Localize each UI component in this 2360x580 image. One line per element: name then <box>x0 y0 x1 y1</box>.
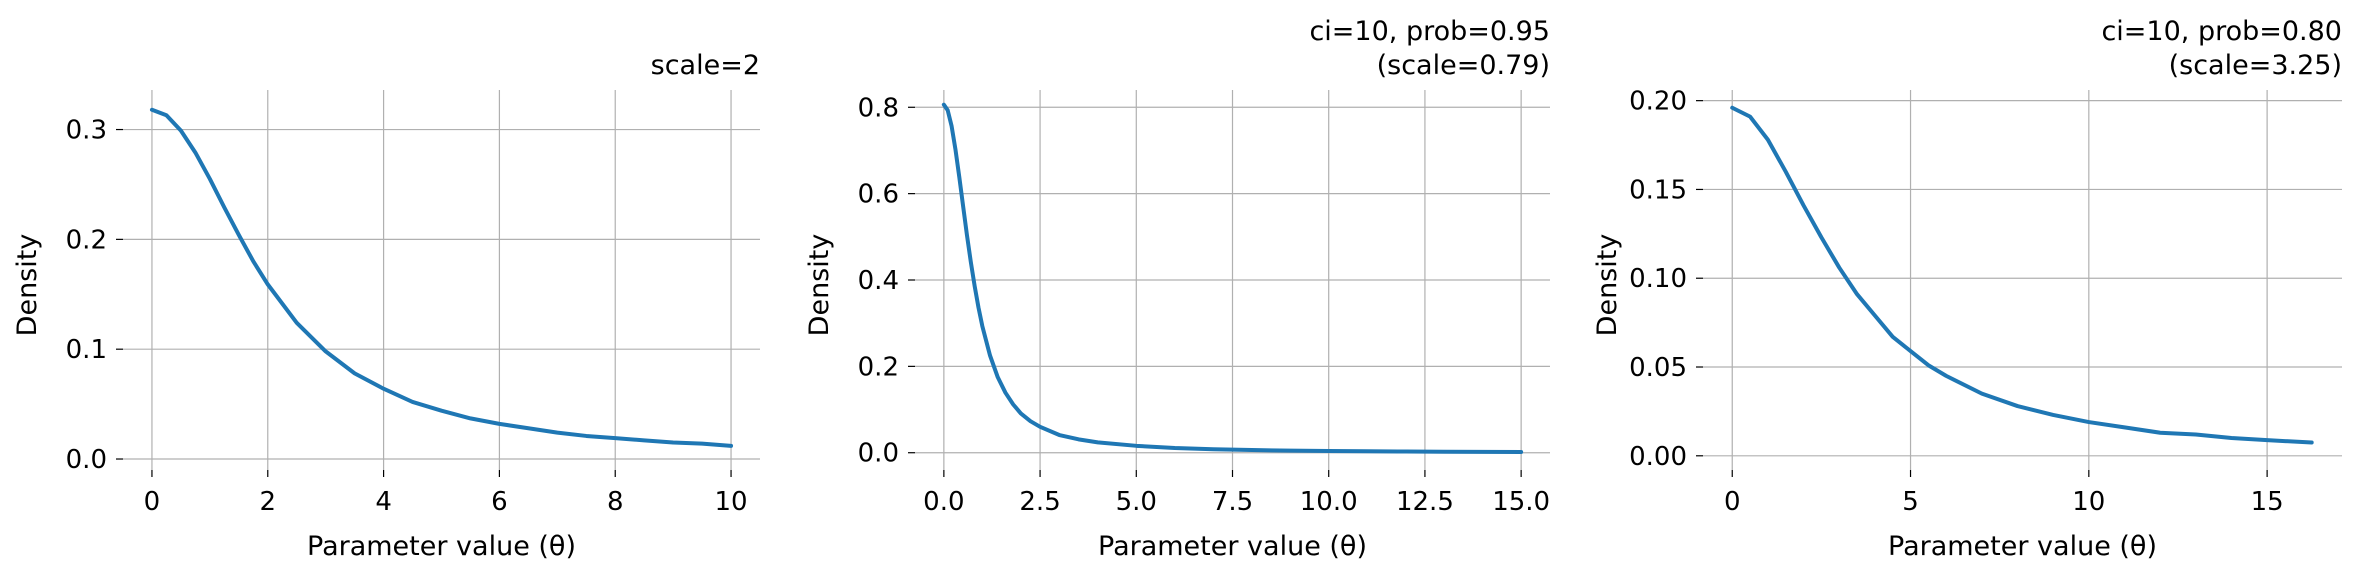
y-tick-label: 0.3 <box>66 116 107 146</box>
x-tick-label: 15.0 <box>1492 487 1550 517</box>
y-tick-label: 0.2 <box>858 352 899 382</box>
y-tick-label: 0.00 <box>1629 442 1687 472</box>
x-tick-label: 10 <box>714 487 747 517</box>
density-curve <box>941 102 1524 454</box>
chart-title: (scale=0.79) <box>1377 50 1550 81</box>
y-tick-label: 0.20 <box>1629 87 1687 117</box>
y-tick-label: 0.4 <box>858 266 899 296</box>
x-tick-label: 15 <box>2251 487 2284 517</box>
y-axis-label: Density <box>804 234 835 337</box>
x-tick-label: 8 <box>607 487 624 517</box>
chart-panel-1: 0 2 4 6 8 10 0.0 0.1 0.2 0.3 Parameter value (θ) De… <box>12 50 760 562</box>
x-tick-label: 0 <box>1724 487 1741 517</box>
y-tick-label: 0.05 <box>1629 353 1687 383</box>
x-tick-label: 6 <box>491 487 508 517</box>
y-tick-label: 0.0 <box>66 445 107 475</box>
chart-panel-2: 0.0 2.5 5.0 7.5 10.0 12.5 15.0 0.0 0.2 0.4 0.6 0.8 P… <box>804 16 1550 562</box>
y-tick-label: 0.8 <box>858 93 899 123</box>
y-axis-label: Density <box>1592 234 1623 337</box>
x-tick-label: 2.5 <box>1019 487 1060 517</box>
x-axis-label: Parameter value (θ) <box>1098 531 1367 562</box>
x-tick-label: 12.5 <box>1396 487 1454 517</box>
chart-title: (scale=3.25) <box>2169 50 2342 81</box>
y-axis-label: Density <box>12 234 43 337</box>
x-tick-label: 0 <box>144 487 161 517</box>
x-tick-label: 5 <box>1902 487 1919 517</box>
y-tick-label: 0.6 <box>858 180 899 210</box>
density-curve <box>149 107 734 448</box>
x-tick-label: 5.0 <box>1116 487 1157 517</box>
x-tick-label: 2 <box>259 487 276 517</box>
chart-panel-3: 0 5 10 15 0.00 0.05 0.10 0.15 0.20 Parameter valu… <box>1592 16 2342 562</box>
x-tick-label: 4 <box>375 487 392 517</box>
chart-title: scale=2 <box>651 50 760 81</box>
y-tick-label: 0.2 <box>66 225 107 255</box>
chart-title: ci=10, prob=0.95 <box>1309 16 1550 47</box>
y-tick-label: 0.0 <box>858 439 899 469</box>
x-tick-label: 0.0 <box>923 487 964 517</box>
x-axis-label: Parameter value (θ) <box>307 531 576 562</box>
density-curve <box>1730 105 2314 445</box>
y-tick-label: 0.10 <box>1629 264 1687 294</box>
y-tick-label: 0.15 <box>1629 175 1687 205</box>
chart-title: ci=10, prob=0.80 <box>2101 16 2342 47</box>
y-tick-label: 0.1 <box>66 335 107 365</box>
x-axis-label: Parameter value (θ) <box>1888 531 2157 562</box>
x-tick-label: 10 <box>2072 487 2105 517</box>
x-tick-label: 7.5 <box>1212 487 1253 517</box>
x-tick-label: 10.0 <box>1300 487 1358 517</box>
